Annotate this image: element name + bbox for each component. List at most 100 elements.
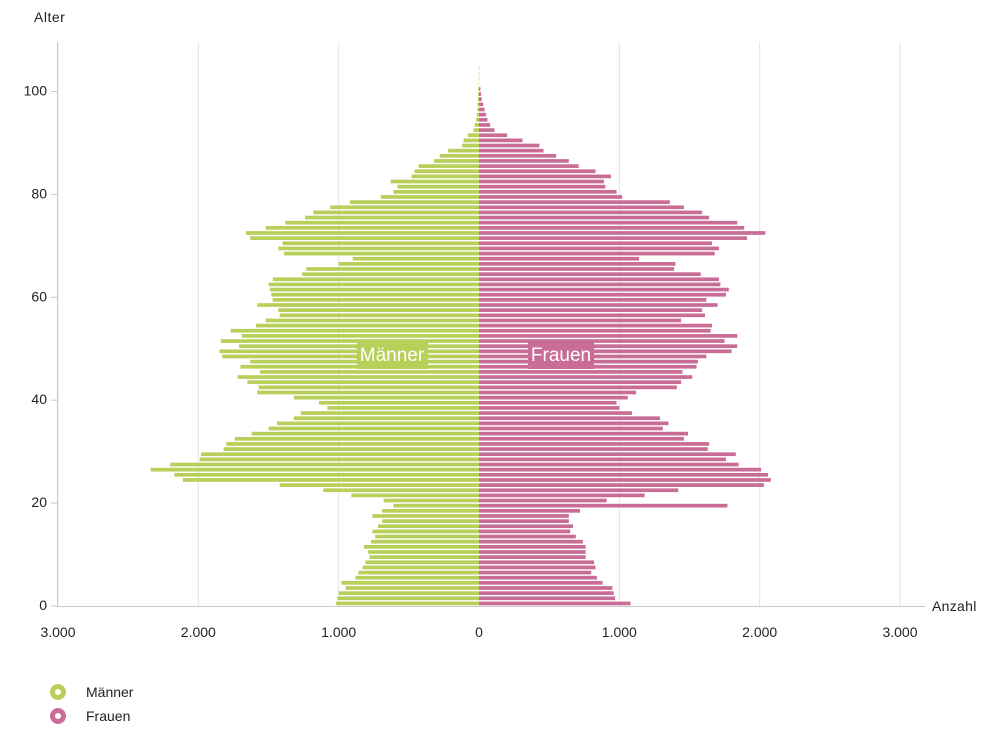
y-tick-label: 80 bbox=[31, 185, 47, 201]
bar bbox=[477, 97, 479, 102]
bar bbox=[302, 272, 479, 276]
bar bbox=[293, 416, 479, 421]
bar bbox=[467, 133, 479, 138]
bar bbox=[479, 153, 557, 158]
bar bbox=[479, 287, 729, 292]
bar bbox=[479, 215, 710, 220]
annotation-box bbox=[527, 341, 595, 369]
bar bbox=[370, 539, 479, 544]
bar bbox=[304, 215, 479, 220]
bar bbox=[479, 179, 604, 184]
bar bbox=[479, 277, 719, 282]
bar bbox=[479, 339, 725, 343]
bar bbox=[369, 555, 479, 559]
bar bbox=[222, 354, 479, 359]
bar bbox=[479, 298, 707, 302]
bar bbox=[479, 323, 712, 328]
bar bbox=[479, 539, 583, 544]
bar bbox=[237, 375, 479, 379]
bar bbox=[265, 225, 479, 230]
bar bbox=[260, 370, 479, 374]
bar bbox=[223, 447, 479, 451]
bar bbox=[170, 462, 479, 467]
bar bbox=[479, 272, 701, 276]
bar bbox=[462, 143, 479, 148]
bar bbox=[479, 308, 703, 313]
bar bbox=[479, 318, 682, 323]
series-maenner bbox=[150, 66, 480, 606]
bar bbox=[479, 416, 661, 421]
bar bbox=[272, 298, 479, 302]
bar bbox=[382, 508, 479, 513]
bar bbox=[330, 205, 479, 210]
bar bbox=[382, 519, 479, 523]
bar bbox=[174, 472, 479, 477]
bar bbox=[434, 159, 479, 163]
y-tick-label: 0 bbox=[39, 597, 47, 613]
bar bbox=[393, 189, 479, 194]
bar bbox=[479, 138, 523, 143]
bar bbox=[300, 411, 479, 415]
bar bbox=[479, 503, 728, 508]
bar bbox=[479, 112, 487, 117]
bar bbox=[479, 452, 736, 457]
x-tick-label: 3.000 bbox=[40, 624, 75, 640]
bar bbox=[479, 328, 711, 333]
bar bbox=[479, 267, 675, 271]
legend-marker-maenner bbox=[50, 684, 66, 700]
bar bbox=[182, 478, 479, 482]
bar bbox=[479, 580, 603, 585]
bar bbox=[479, 334, 738, 338]
bar bbox=[479, 256, 639, 261]
bar bbox=[479, 117, 488, 122]
bar bbox=[269, 287, 479, 292]
bar bbox=[478, 76, 480, 81]
bar bbox=[479, 483, 764, 487]
bar bbox=[476, 117, 479, 122]
bar bbox=[479, 426, 663, 431]
annotation-text: Männer bbox=[360, 345, 425, 366]
bar bbox=[250, 236, 479, 240]
legend-item-maenner[interactable]: Männer bbox=[50, 682, 133, 702]
annotation-frauen: Frauen bbox=[527, 341, 595, 369]
bar bbox=[351, 493, 479, 498]
bar bbox=[479, 591, 614, 595]
bar bbox=[282, 241, 479, 246]
bar bbox=[479, 519, 569, 523]
bar bbox=[477, 107, 479, 112]
legend-item-frauen[interactable]: Frauen bbox=[50, 706, 133, 726]
bar bbox=[150, 467, 479, 472]
bar bbox=[313, 210, 479, 215]
bar bbox=[479, 159, 569, 163]
bar bbox=[338, 262, 479, 266]
bar bbox=[479, 225, 745, 230]
bar bbox=[268, 426, 479, 431]
bar bbox=[479, 210, 703, 215]
legend-label-maenner: Männer bbox=[86, 684, 134, 700]
bar bbox=[201, 452, 479, 457]
bar bbox=[479, 251, 715, 256]
x-tick-label: 0 bbox=[475, 624, 483, 640]
bar bbox=[479, 462, 739, 467]
bar bbox=[479, 400, 617, 405]
bar bbox=[479, 431, 689, 436]
bar bbox=[479, 442, 710, 446]
y-ticks: 0 20 40 60 80 100 bbox=[24, 83, 57, 613]
bar bbox=[479, 241, 712, 246]
bar bbox=[257, 303, 479, 307]
bar bbox=[479, 390, 637, 395]
bar bbox=[479, 123, 491, 127]
bar bbox=[479, 514, 569, 518]
bar bbox=[268, 282, 479, 287]
bar bbox=[479, 601, 631, 606]
bar bbox=[479, 421, 669, 426]
annotation-text: Frauen bbox=[531, 345, 591, 366]
bar bbox=[479, 488, 679, 493]
bar bbox=[479, 375, 693, 379]
bar bbox=[380, 195, 479, 199]
bar bbox=[349, 200, 479, 204]
bar bbox=[358, 570, 479, 575]
bar bbox=[327, 406, 479, 410]
bar bbox=[479, 544, 586, 549]
